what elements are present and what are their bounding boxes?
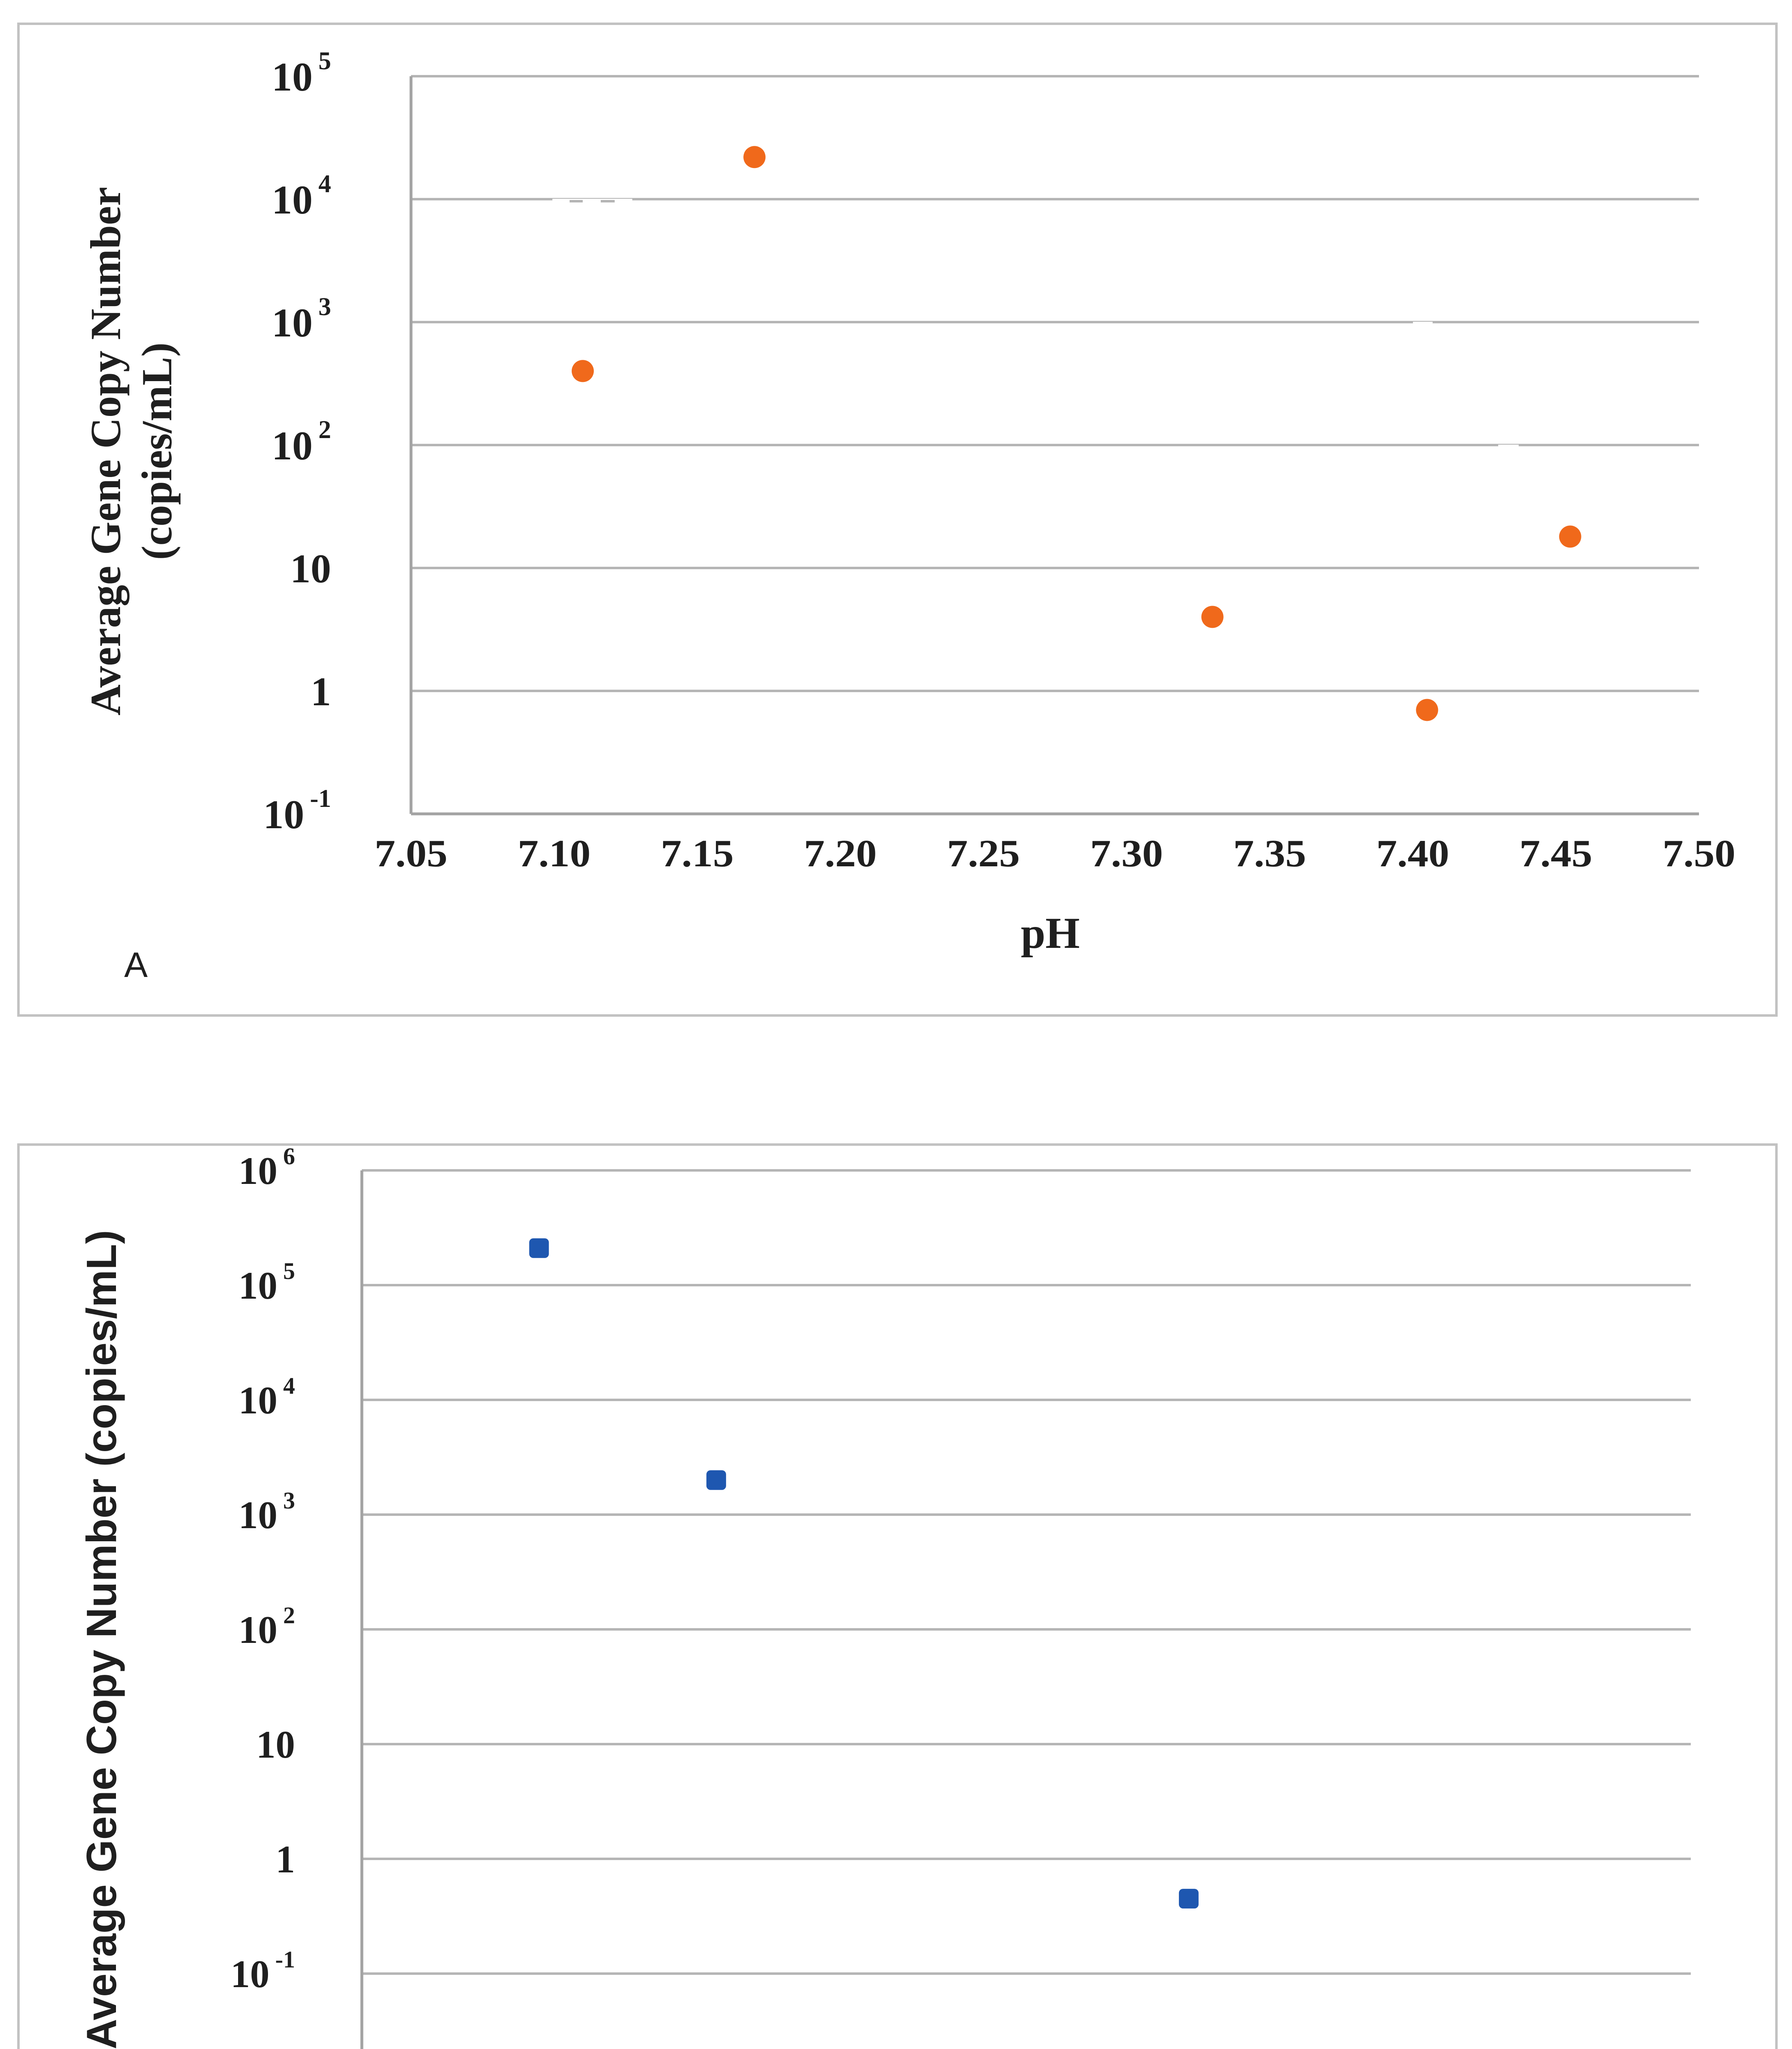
- x-tick-label-7.25: 7.25: [947, 832, 1020, 875]
- data-point-A-2: [1201, 606, 1224, 628]
- gridline-break-0: [552, 199, 632, 204]
- gridline-break-dash-0-0: [570, 200, 583, 202]
- x-tick-label-7.45: 7.45: [1519, 832, 1592, 875]
- y-tick-label-10: 10: [256, 1723, 295, 1766]
- y-axis-title-a: Average Gene Copy Number (copies/mL): [80, 0, 182, 984]
- y-tick-label-10e4: 10 4: [272, 170, 331, 223]
- data-point-A-4: [1559, 525, 1581, 548]
- data-point-A-3: [1416, 699, 1438, 721]
- y-tick-label-10: 10: [290, 546, 331, 591]
- panel-b: 10610510410310210110-110-27.057.107.157.…: [17, 1143, 1778, 2049]
- gridline-break-2: [1498, 445, 1519, 450]
- y-tick-label-10e2: 10 2: [272, 416, 331, 468]
- x-tick-label-7.40: 7.40: [1376, 832, 1449, 875]
- y-tick-label-10e2: 10 2: [238, 1602, 295, 1651]
- y-axis-title-a-line2: (copies/mL): [133, 342, 181, 560]
- chart-b-canvas: 10610510410310210110-110-27.057.107.157.…: [231, 1146, 1691, 2049]
- x-tick-label-7.15: 7.15: [661, 832, 734, 875]
- gridline-break-1: [1413, 322, 1433, 327]
- x-tick-label-7.35: 7.35: [1233, 832, 1306, 875]
- y-tick-label-10e6: 10 6: [238, 1146, 295, 1193]
- panel-label-a: A: [124, 945, 148, 985]
- y-tick-label-1: 1: [311, 669, 331, 714]
- data-point-B-2: [1179, 1889, 1199, 1909]
- y-tick-label-10e-1: 10 -1: [231, 1946, 295, 1996]
- data-point-B-0: [529, 1238, 549, 1258]
- y-tick-label-10e3: 10 3: [238, 1487, 295, 1537]
- x-tick-label-7.20: 7.20: [804, 832, 877, 875]
- y-axis-title-a-line1: Average Gene Copy Number: [82, 187, 129, 716]
- x-tick-label-7.50: 7.50: [1663, 832, 1735, 875]
- x-tick-label-7.30: 7.30: [1090, 832, 1163, 875]
- data-point-A-0: [572, 360, 594, 382]
- y-axis-title-b-line1: Average Gene Copy Number (copies/mL): [78, 1230, 125, 2049]
- data-point-A-1: [743, 146, 766, 168]
- x-tick-label-7.05: 7.05: [375, 832, 447, 875]
- y-tick-label-10e5: 10 5: [272, 47, 331, 100]
- y-tick-label-1: 1: [276, 1838, 295, 1881]
- y-tick-label-10e4: 10 4: [238, 1372, 295, 1422]
- y-tick-label-10e-1: 10 -1: [263, 785, 331, 837]
- y-axis-title-b: Average Gene Copy Number (copies/mL): [77, 1107, 126, 2049]
- data-point-B-1: [706, 1470, 726, 1490]
- y-tick-label-10e3: 10 3: [272, 293, 331, 345]
- x-tick-label-7.10: 7.10: [518, 832, 591, 875]
- gridline-break-dash-0-1: [601, 200, 615, 202]
- y-tick-label-10e5: 10 5: [238, 1258, 295, 1307]
- panel-a: 10 5 10 4 10 3 10 2 10 1 10 -1 7.05 7.10 7.15 7.20 7.25 7…: [17, 23, 1778, 1017]
- x-axis-title-a: pH: [1020, 909, 1080, 958]
